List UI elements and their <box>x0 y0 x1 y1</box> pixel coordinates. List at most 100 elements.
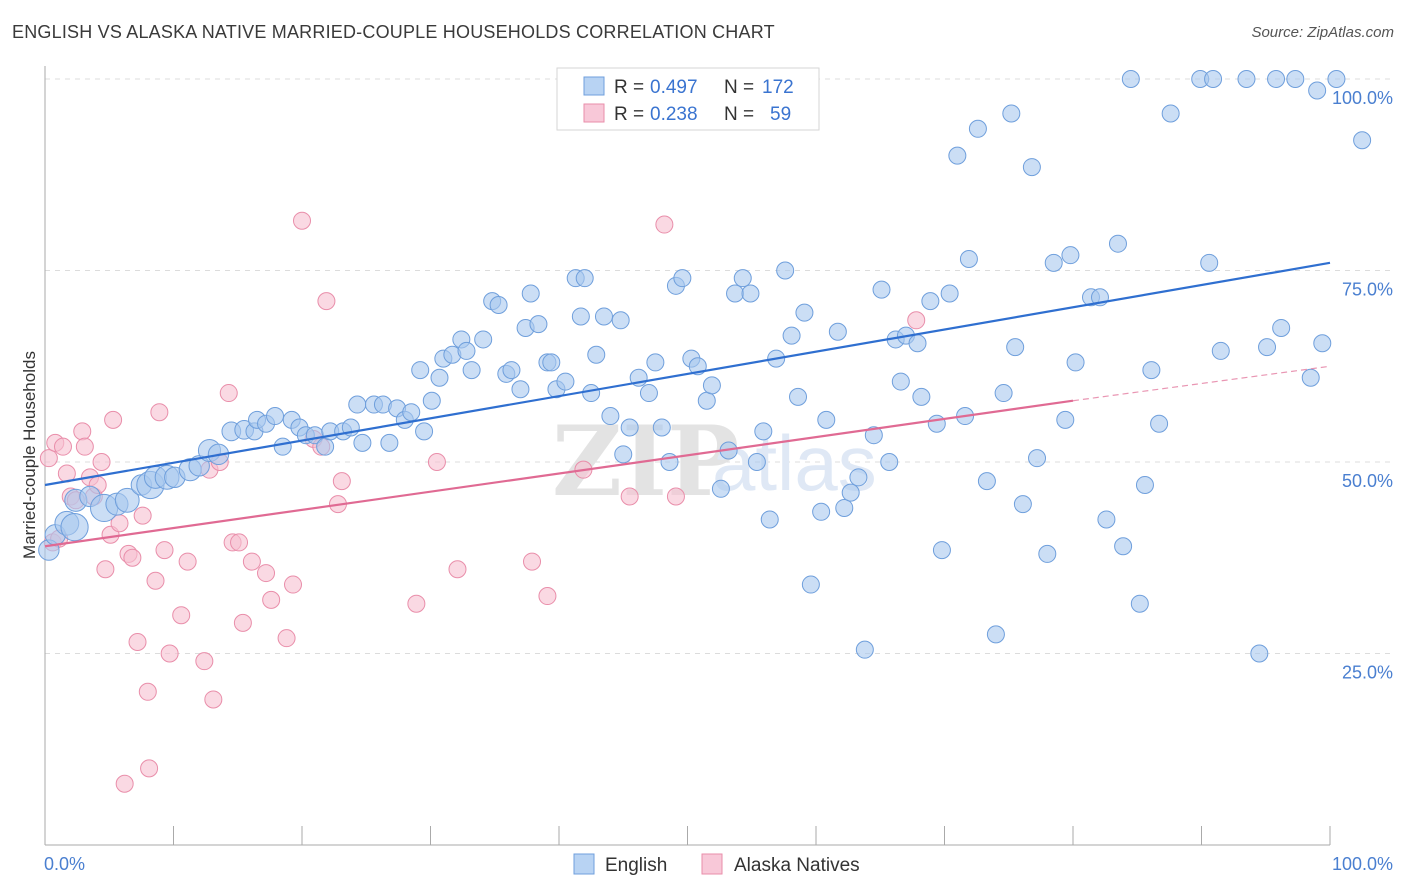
legend-english-r-label: R = <box>614 77 644 98</box>
english-point <box>411 361 430 380</box>
legend-alaska-r-label: R = <box>614 104 644 125</box>
alaska-point <box>178 552 197 571</box>
english-point <box>994 384 1013 403</box>
bottom-legend: English Alaska Natives <box>573 853 860 876</box>
english-point <box>959 250 978 269</box>
alaska-point <box>284 575 303 594</box>
english-point <box>353 433 372 452</box>
alaska-point <box>155 541 174 560</box>
english-point <box>948 146 967 165</box>
english-point <box>639 384 658 403</box>
english-point <box>587 345 606 364</box>
english-point <box>891 372 910 391</box>
alaska-point <box>620 487 639 506</box>
alaska-point <box>448 560 467 579</box>
english-point <box>1006 338 1025 357</box>
english-point <box>1114 537 1133 556</box>
english-point <box>1142 361 1161 380</box>
alaska-point <box>133 506 152 525</box>
x-tick-label: 0.0% <box>44 854 85 874</box>
english-point <box>977 472 996 491</box>
english-point <box>864 426 883 445</box>
english-point <box>620 418 639 437</box>
alaska-point <box>140 759 159 778</box>
english-point <box>1301 368 1320 387</box>
alaska-point <box>150 403 169 422</box>
alaska-point <box>257 564 276 583</box>
english-point <box>1286 70 1305 88</box>
alaska-point <box>407 594 426 613</box>
english-point <box>1135 475 1154 494</box>
english-point <box>1272 318 1291 337</box>
english-point <box>556 372 575 391</box>
english-point <box>711 479 730 498</box>
english-point <box>812 502 831 521</box>
english-point <box>402 403 421 422</box>
english-point <box>940 284 959 303</box>
english-point <box>880 453 899 471</box>
english-point <box>872 280 891 299</box>
alaska-point <box>75 437 94 456</box>
english-point <box>747 453 766 471</box>
english-point <box>1121 70 1140 88</box>
alaska-point <box>538 587 557 606</box>
english-point <box>1097 510 1116 529</box>
alaska-point <box>39 449 58 468</box>
english-point <box>1150 414 1169 433</box>
alaska-point <box>204 690 223 709</box>
english-point <box>908 334 927 353</box>
legend: R = 0.497 N = 172 R = 0.238 N = 59 <box>556 67 820 131</box>
english-point <box>828 322 847 341</box>
english-point <box>529 315 548 334</box>
legend-english-n-label: N = <box>724 77 754 98</box>
english-point <box>1022 158 1041 177</box>
english-point <box>571 307 590 326</box>
y-tick-label: 75.0% <box>1342 280 1393 300</box>
english-point <box>726 284 745 303</box>
english-point <box>921 292 940 311</box>
alaska-point <box>146 571 165 590</box>
alaska-point <box>115 774 134 793</box>
english-point <box>273 437 292 456</box>
alaska-point <box>317 292 336 311</box>
bottom-legend-alaska: Alaska Natives <box>734 855 860 876</box>
english-point <box>646 353 665 372</box>
alaska-point <box>230 533 249 552</box>
english-point <box>1061 246 1080 265</box>
english-point <box>841 483 860 502</box>
alaska-series <box>39 211 926 793</box>
alaska-point <box>233 613 252 632</box>
english-point <box>782 326 801 345</box>
english-point <box>542 353 561 372</box>
english-point <box>1327 70 1346 88</box>
bottom-legend-alaska-swatch <box>701 853 723 875</box>
english-point <box>835 498 854 517</box>
english-point <box>789 387 808 406</box>
chart-title: ENGLISH VS ALASKA NATIVE MARRIED-COUPLE … <box>12 22 775 42</box>
english-point <box>702 376 721 395</box>
english-point <box>968 119 987 138</box>
alaska-point <box>332 472 351 491</box>
english-series <box>38 70 1372 663</box>
alaska-point <box>128 633 147 652</box>
alaska-point <box>293 211 311 230</box>
legend-english-swatch <box>583 76 605 96</box>
english-point <box>1161 104 1180 123</box>
y-tick-label: 100.0% <box>1332 88 1393 108</box>
alaska-point <box>907 311 926 330</box>
english-point <box>474 330 493 349</box>
alaska-point <box>92 453 111 471</box>
trend-lines <box>44 261 1331 548</box>
alaska-point <box>523 552 542 571</box>
english-point <box>1237 70 1256 88</box>
legend-english-r-value: 0.497 <box>650 77 698 98</box>
english-point <box>380 433 399 452</box>
english-point <box>1044 253 1063 272</box>
english-trend-line <box>44 261 1331 487</box>
english-point <box>1002 104 1021 123</box>
alaska-point <box>73 422 92 441</box>
tick-labels: 25.0% 50.0% 75.0% 100.0% 0.0% 100.0% <box>44 88 1393 874</box>
y-tick-label: 50.0% <box>1342 471 1393 491</box>
english-point <box>462 361 481 380</box>
